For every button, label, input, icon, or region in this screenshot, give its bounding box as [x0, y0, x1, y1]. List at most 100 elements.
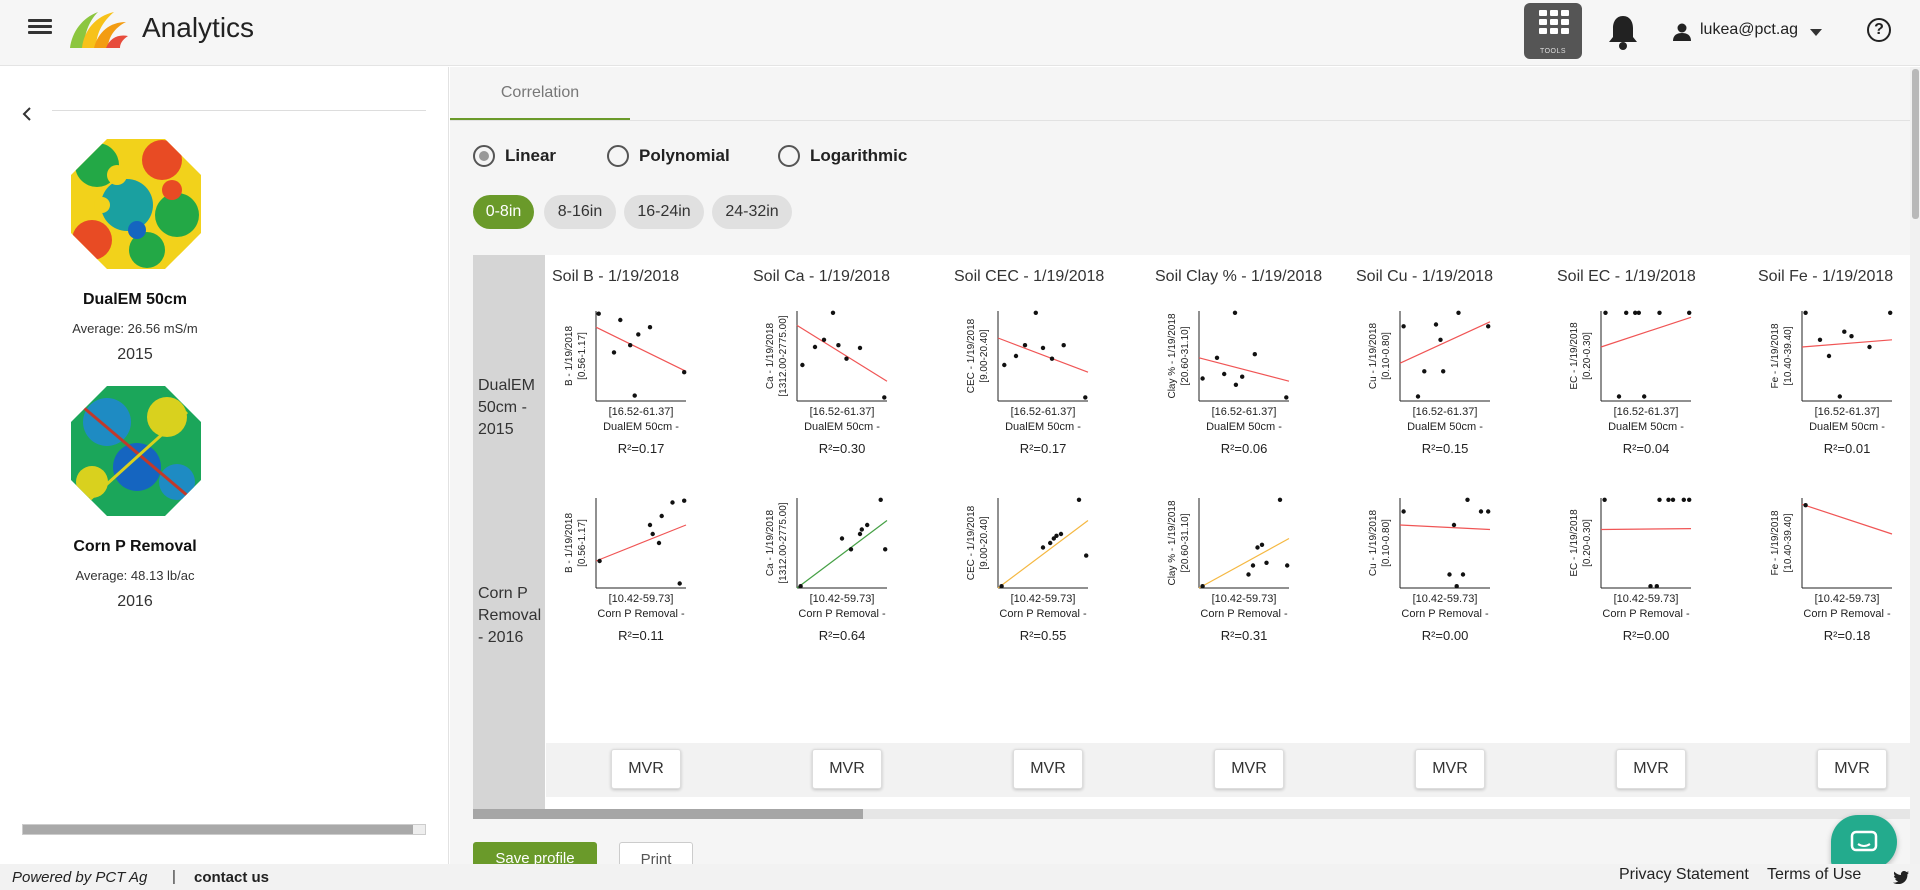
regression-line	[1600, 316, 1692, 348]
mvr-button[interactable]: MVR	[611, 749, 681, 789]
r-squared-label: R²=0.17	[618, 441, 665, 456]
data-point	[848, 547, 854, 552]
column-header: Soil EC - 1/19/2018	[1557, 268, 1696, 285]
data-point	[1200, 584, 1205, 589]
data-point	[636, 332, 641, 337]
data-point	[859, 527, 864, 532]
data-point	[1486, 509, 1491, 514]
column-header: Soil Cu - 1/19/2018	[1356, 268, 1493, 285]
scrollbar-thumb[interactable]	[1912, 69, 1919, 219]
r-squared-label: R²=0.55	[1020, 628, 1067, 643]
depth-chip-16-24in[interactable]: 16-24in	[624, 195, 704, 229]
data-point	[670, 500, 675, 505]
data-point	[1478, 509, 1484, 514]
regression-line	[997, 337, 1089, 373]
x-range-label: [16.52-61.37]	[1815, 406, 1880, 418]
data-point	[836, 343, 841, 348]
data-point	[1252, 352, 1257, 357]
r-squared-label: R²=0.04	[1623, 441, 1670, 456]
data-point	[844, 356, 849, 361]
radio-label: Logarithmic	[810, 146, 908, 165]
data-point	[1817, 337, 1823, 342]
data-point	[1687, 310, 1692, 315]
data-point	[1624, 310, 1629, 315]
user-icon	[1673, 23, 1691, 41]
x-range-label: [10.42-59.73]	[1413, 593, 1478, 605]
r-squared-label: R²=0.15	[1422, 441, 1469, 456]
data-point	[857, 531, 863, 537]
bell-icon[interactable]	[1606, 13, 1640, 51]
scrollbar-thumb[interactable]	[23, 825, 413, 834]
depth-chip-24-32in[interactable]: 24-32in	[712, 195, 792, 229]
y-range-label: [1312.00-2775.00]	[778, 315, 789, 396]
data-point	[1642, 394, 1647, 399]
depth-chip-8-16in[interactable]: 8-16in	[544, 195, 616, 229]
mvr-button[interactable]: MVR	[1616, 749, 1686, 789]
x-range-label: [16.52-61.37]	[609, 406, 674, 418]
data-point	[800, 362, 805, 368]
mvr-button[interactable]: MVR	[812, 749, 882, 789]
twitter-icon[interactable]	[1893, 871, 1909, 884]
r-squared-label: R²=0.01	[1824, 441, 1871, 456]
tools-button[interactable]: TOOLS	[1524, 3, 1582, 59]
help-icon[interactable]: ?	[1867, 18, 1891, 42]
data-point	[1666, 497, 1671, 502]
row-header-line: 50cm -	[478, 399, 527, 416]
layer-card[interactable]: Corn P Removal Average: 48.13 lb/ac 2016	[55, 382, 215, 611]
data-point	[1826, 353, 1832, 359]
x-range-label: [16.52-61.37]	[810, 406, 875, 418]
footer-separator: |	[172, 868, 176, 885]
radio-label: Polynomial	[639, 146, 730, 165]
layer-card[interactable]: DualEM 50cm Average: 26.56 mS/m 2015	[55, 135, 215, 364]
data-point	[798, 584, 803, 589]
data-point	[999, 584, 1004, 589]
matrix-horizontal-scrollbar[interactable]	[473, 809, 1910, 819]
radio-unselected-icon	[778, 145, 800, 167]
chevron-left-icon[interactable]	[20, 107, 34, 121]
data-point	[628, 343, 633, 348]
privacy-statement-link[interactable]: Privacy Statement	[1619, 866, 1749, 883]
column-header: Soil Ca - 1/19/2018	[753, 268, 890, 285]
sidebar-scrollbar[interactable]	[22, 824, 426, 835]
data-point	[839, 536, 845, 541]
data-point	[1438, 337, 1443, 342]
corn-p-removal-map-thumbnail	[71, 386, 201, 516]
mvr-button[interactable]: MVR	[1415, 749, 1485, 789]
terms-of-use-link[interactable]: Terms of Use	[1767, 866, 1862, 883]
data-point	[650, 531, 655, 537]
data-point	[1255, 545, 1260, 550]
y-range-label: [9.00-20.40]	[979, 516, 990, 570]
data-point	[611, 350, 617, 355]
r-squared-label: R²=0.18	[1824, 628, 1871, 643]
mvr-button[interactable]: MVR	[1214, 749, 1284, 789]
mvr-button[interactable]: MVR	[1013, 749, 1083, 789]
main-vertical-scrollbar[interactable]	[1910, 67, 1920, 864]
column-header: Soil Clay % - 1/19/2018	[1155, 268, 1323, 285]
data-point	[1849, 334, 1854, 339]
x-range-label: [16.52-61.37]	[1212, 406, 1277, 418]
menu-icon[interactable]	[28, 16, 52, 36]
data-point	[1687, 497, 1692, 502]
chat-button[interactable]	[1831, 815, 1897, 869]
y-range-label: [10.40-39.40]	[1783, 326, 1794, 385]
data-point	[1040, 345, 1046, 351]
data-point	[1285, 563, 1290, 568]
data-point	[1602, 497, 1607, 502]
contact-us-link[interactable]: contact us	[194, 869, 270, 886]
layers-sidebar: DualEM 50cm Average: 26.56 mS/m 2015 Cor…	[0, 67, 449, 864]
mvr-button[interactable]: MVR	[1817, 749, 1887, 789]
x-range-label: [10.42-59.73]	[1212, 593, 1277, 605]
x-axis-label: Corn P Removal -	[1401, 608, 1489, 620]
column-header: Soil B - 1/19/2018	[552, 268, 680, 285]
r-squared-label: R²=0.00	[1422, 628, 1469, 643]
data-point	[1441, 369, 1446, 374]
scrollbar-thumb[interactable]	[473, 809, 863, 819]
tab-correlation[interactable]: Correlation	[450, 67, 630, 121]
y-range-label: [0.20-0.30]	[1582, 332, 1593, 380]
depth-chip-0-8in[interactable]: 0-8in	[473, 195, 534, 229]
y-range-label: [0.56-1.17]	[577, 519, 588, 567]
scatter-plot-area: [16.52-61.37] DualEM 50cm - R²=0.17 B - 1/1…	[546, 255, 1910, 809]
scatter-plots: [16.52-61.37] DualEM 50cm - R²=0.17 B - 1/1…	[564, 310, 1893, 643]
y-axis-label: CEC - 1/19/2018	[966, 505, 977, 580]
x-axis-label: Corn P Removal -	[798, 608, 886, 620]
